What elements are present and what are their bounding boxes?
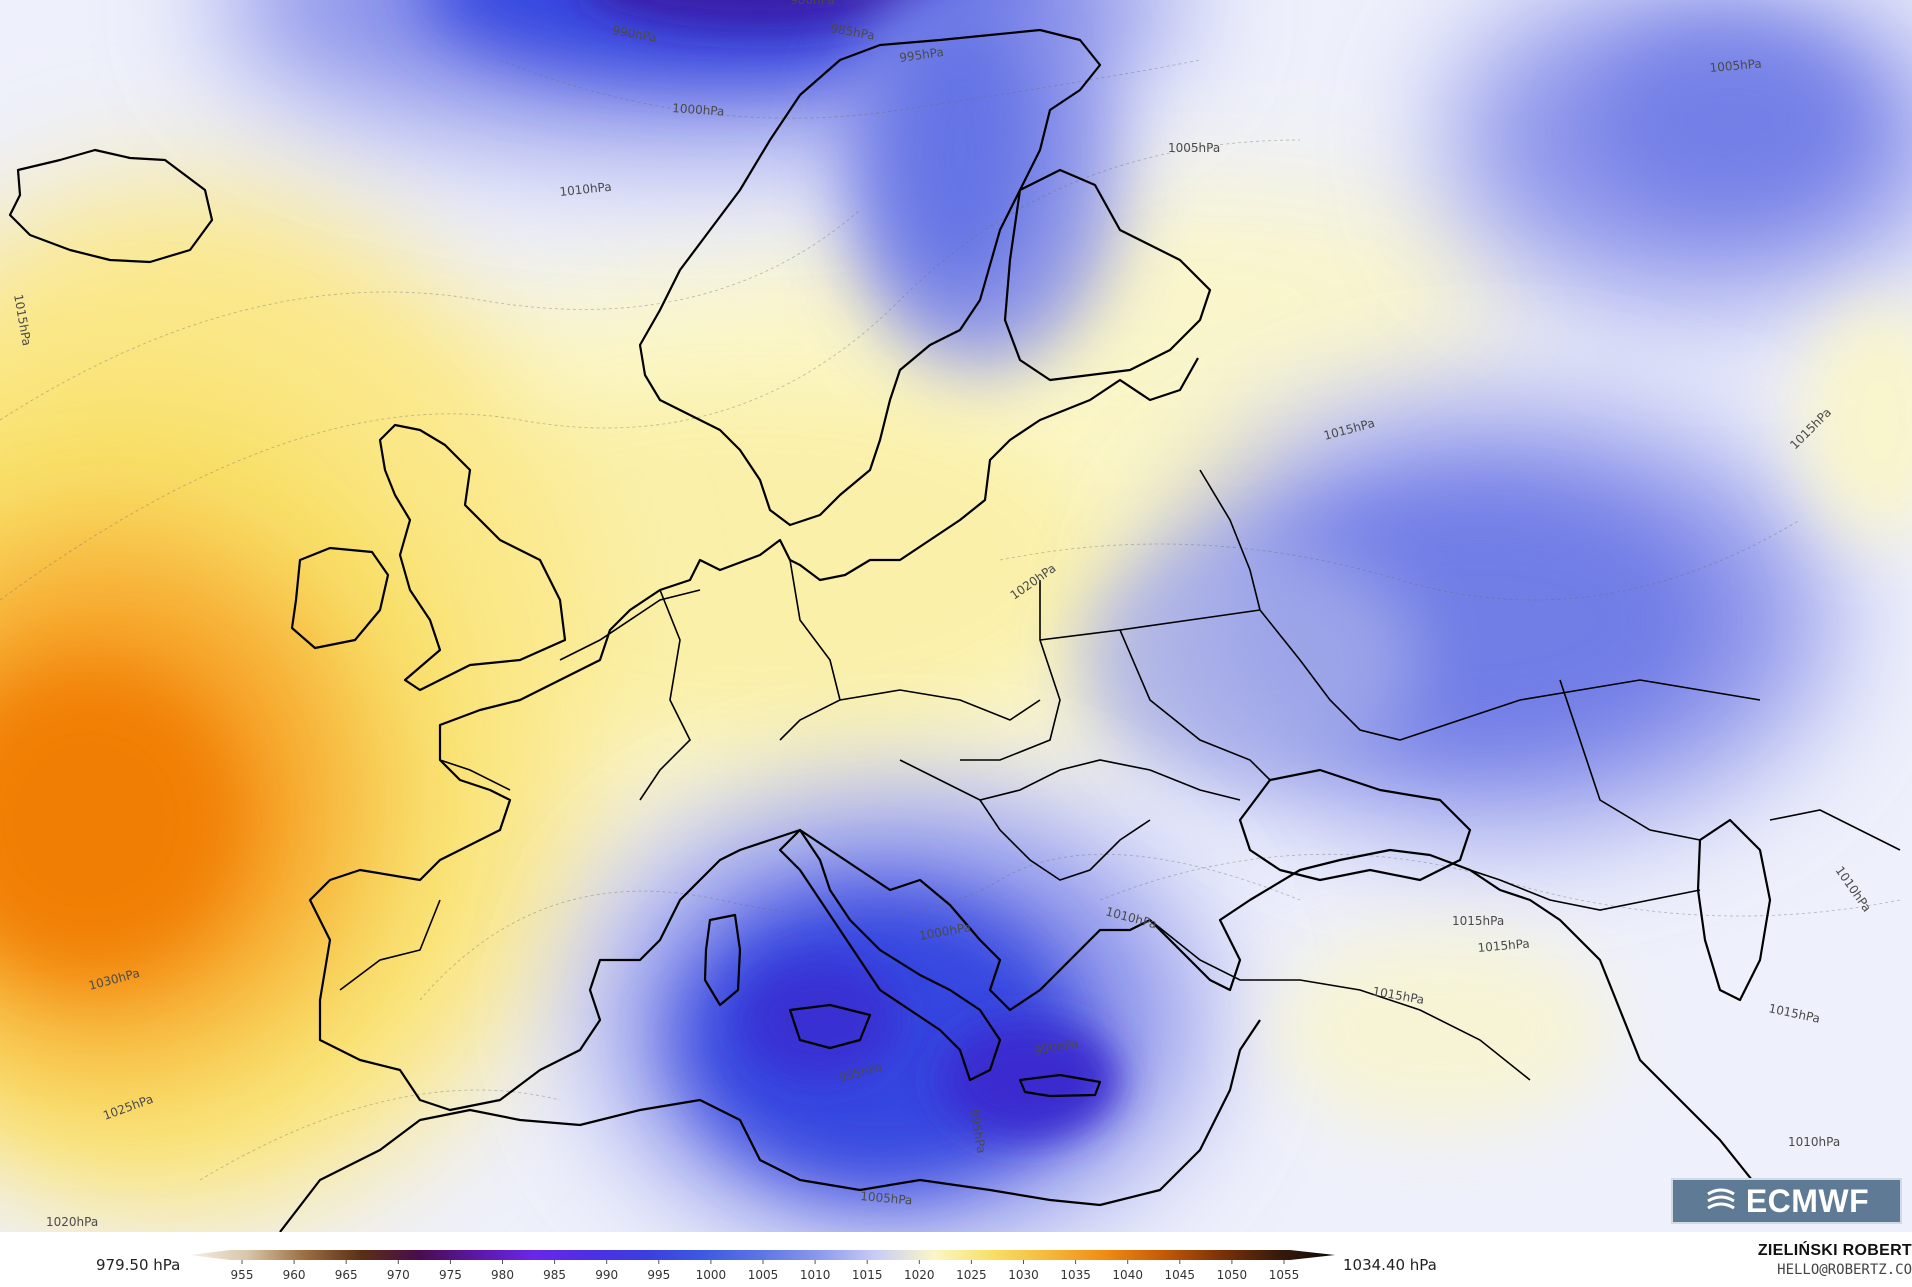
border-5 xyxy=(960,580,1061,761)
coastlines xyxy=(8,28,1772,1232)
isobar-line-1 xyxy=(0,209,861,421)
continent-coast xyxy=(308,357,1761,1191)
britain-coast xyxy=(378,423,567,692)
colorbar-tick-label: 1030 xyxy=(1008,1268,1039,1282)
sardinia-coast xyxy=(703,913,742,1007)
colorbar-tick-label: 1050 xyxy=(1217,1268,1248,1282)
pressure-blob-17 xyxy=(1080,540,1420,780)
isobar-line-5 xyxy=(499,59,1201,119)
border-8 xyxy=(1119,629,1271,781)
border-16 xyxy=(339,899,441,991)
border-15 xyxy=(439,759,511,791)
isobar-label: 980hPa xyxy=(790,0,835,7)
isobar-label: 1020hPa xyxy=(46,1215,98,1229)
colorbar-tick-label: 970 xyxy=(387,1268,410,1282)
border-2 xyxy=(639,589,691,801)
colorbar-max-label: 1034.40 hPa xyxy=(1343,1256,1437,1274)
border-9 xyxy=(899,759,1241,801)
pressure-blobs xyxy=(0,0,1912,1232)
border-6 xyxy=(1039,609,1261,641)
finland-coast xyxy=(1003,168,1212,382)
isobar-label: 1015hPa xyxy=(1452,914,1504,928)
colorbar-tick-label: 955 xyxy=(231,1268,254,1282)
border-10 xyxy=(979,799,1151,881)
pressure-blob-22 xyxy=(1270,930,1610,1130)
colorbar-tick-label: 1020 xyxy=(904,1268,935,1282)
border-14 xyxy=(1469,869,1701,911)
scandinavia-coast xyxy=(638,28,1102,527)
colorbar-tick-label: 1010 xyxy=(800,1268,831,1282)
isobar-label: 1005hPa xyxy=(1709,56,1762,74)
colorbar-tick-label: 965 xyxy=(335,1268,358,1282)
colorbar-tick-label: 1025 xyxy=(956,1268,987,1282)
caspian-coast xyxy=(1696,818,1772,1002)
pressure-blob-12 xyxy=(880,0,1040,300)
pressure-blob-14 xyxy=(1600,30,1860,210)
border-18 xyxy=(1149,919,1531,1081)
colorbar-tick-label: 1045 xyxy=(1165,1268,1196,1282)
border-13 xyxy=(1559,679,1701,841)
ireland-coast xyxy=(290,546,390,650)
isobar-line-2 xyxy=(419,853,1301,1001)
black-sea-coast xyxy=(1238,768,1472,882)
colorbar-tick-label: 1000 xyxy=(696,1268,727,1282)
colorbar-tick-label: 1035 xyxy=(1060,1268,1091,1282)
colorbar-tick-label: 1015 xyxy=(852,1268,883,1282)
border-4 xyxy=(839,689,1041,721)
border-7 xyxy=(1259,609,1401,741)
sicily-coast xyxy=(788,1003,872,1050)
colorbar-tick-label: 995 xyxy=(647,1268,670,1282)
isobar-label: 1000hPa xyxy=(672,101,725,119)
ecmwf-logo: ECMWF xyxy=(1671,1178,1902,1224)
isobar-label: 1015hPa xyxy=(1477,936,1530,954)
isobar-line-3 xyxy=(999,519,1801,601)
border-3 xyxy=(779,559,841,741)
pressure-field: 990hPa 985hPa980hPa995hPa1000hPa1010hPa10… xyxy=(0,0,1912,1232)
author-credit: ZIELIŃSKI ROBERT HELLO@ROBERTZ.CO xyxy=(1758,1242,1912,1278)
country-borders xyxy=(339,469,1901,1081)
legend-footer: 979.50 hPa 955 960 965 970 975 980 985 990 995 10… xyxy=(0,1232,1912,1287)
border-17 xyxy=(1769,809,1901,851)
colorbar-tick-label: 990 xyxy=(595,1268,618,1282)
colorbar-ticks: 955 960 965 970 975 980 985 990 995 1000 1005 1010 1… xyxy=(231,1260,1300,1282)
isobar-label: 1010hPa xyxy=(559,180,612,199)
logo-text: ECMWF xyxy=(1745,1182,1870,1219)
colorbar: 955 960 965 970 975 980 985 990 995 1000 1005 1010 1… xyxy=(190,1250,1335,1282)
isobar-label: 1010hPa xyxy=(1788,1135,1840,1149)
pressure-blob-23 xyxy=(1800,300,1912,540)
author-name: ZIELIŃSKI ROBERT xyxy=(1757,1242,1912,1259)
ecmwf-swirl-icon xyxy=(1707,1188,1735,1210)
colorbar-tick-label: 980 xyxy=(491,1268,514,1282)
pressure-blob-7 xyxy=(0,660,250,980)
crete-coast xyxy=(1018,1073,1102,1098)
pressure-blob-10 xyxy=(595,0,925,30)
isobar-label: 1005hPa xyxy=(860,1189,913,1207)
colorbar-tick-label: 975 xyxy=(439,1268,462,1282)
isobar-line-6 xyxy=(199,1089,561,1181)
isobar-label: 995hPa xyxy=(898,45,944,65)
pressure-blob-20 xyxy=(940,1020,1120,1140)
colorbar-min-label: 979.50 hPa xyxy=(96,1256,181,1274)
colorbar-tick-label: 1040 xyxy=(1112,1268,1143,1282)
colorbar-tick-label: 985 xyxy=(543,1268,566,1282)
border-1 xyxy=(559,589,701,661)
iceland-coast xyxy=(8,148,214,264)
pressure-map: 990hPa 985hPa 980hPa 995hPa 1000hPa 1010hPa 10… xyxy=(0,0,1912,1232)
italy-coast xyxy=(778,828,1002,1082)
colorbar-band xyxy=(190,1250,1335,1260)
north-africa-coast xyxy=(279,1019,1261,1232)
border-11 xyxy=(1399,679,1761,741)
colorbar-tick-label: 1005 xyxy=(748,1268,779,1282)
colorbar-tick-label: 960 xyxy=(283,1268,306,1282)
isobar-label: 1005hPa xyxy=(1168,141,1220,155)
border-12 xyxy=(1199,469,1261,611)
colorbar-gradient xyxy=(190,1250,1335,1260)
isobar-line-0 xyxy=(0,139,1301,601)
pressure-blob-21 xyxy=(740,960,900,1080)
colorbar-tick-label: 1055 xyxy=(1269,1268,1300,1282)
author-email: HELLO@ROBERTZ.CO xyxy=(1777,1262,1912,1278)
